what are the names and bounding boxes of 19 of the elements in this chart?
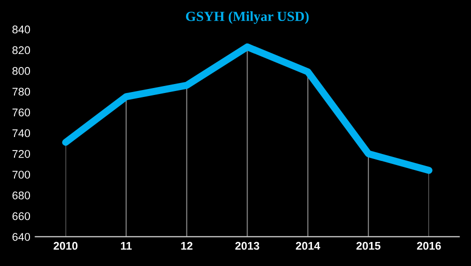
x-tick-label: 2010 <box>54 242 78 250</box>
x-tick-label: 11 <box>120 242 132 250</box>
x-tick-label: 2016 <box>416 242 441 250</box>
y-tick-label: 760 <box>12 108 30 116</box>
x-tick-label: 12 <box>181 242 192 250</box>
chart-title: GSYH (Milyar USD) <box>186 11 309 24</box>
y-tick-label: 720 <box>12 150 30 158</box>
y-tick-label: 660 <box>12 212 30 220</box>
x-tick-label: 2013 <box>235 242 260 250</box>
x-tick-label: 2014 <box>296 242 320 250</box>
y-tick-label: 680 <box>12 192 30 200</box>
y-tick-label: 640 <box>12 233 30 241</box>
y-tick-label: 780 <box>12 88 30 96</box>
y-tick-label: 820 <box>12 46 30 54</box>
x-tick-label: 2015 <box>356 242 380 250</box>
y-tick-label: 840 <box>12 26 30 34</box>
y-tick-label: 740 <box>12 129 30 138</box>
y-tick-label: 700 <box>12 170 30 179</box>
y-tick-label: 800 <box>12 67 30 75</box>
